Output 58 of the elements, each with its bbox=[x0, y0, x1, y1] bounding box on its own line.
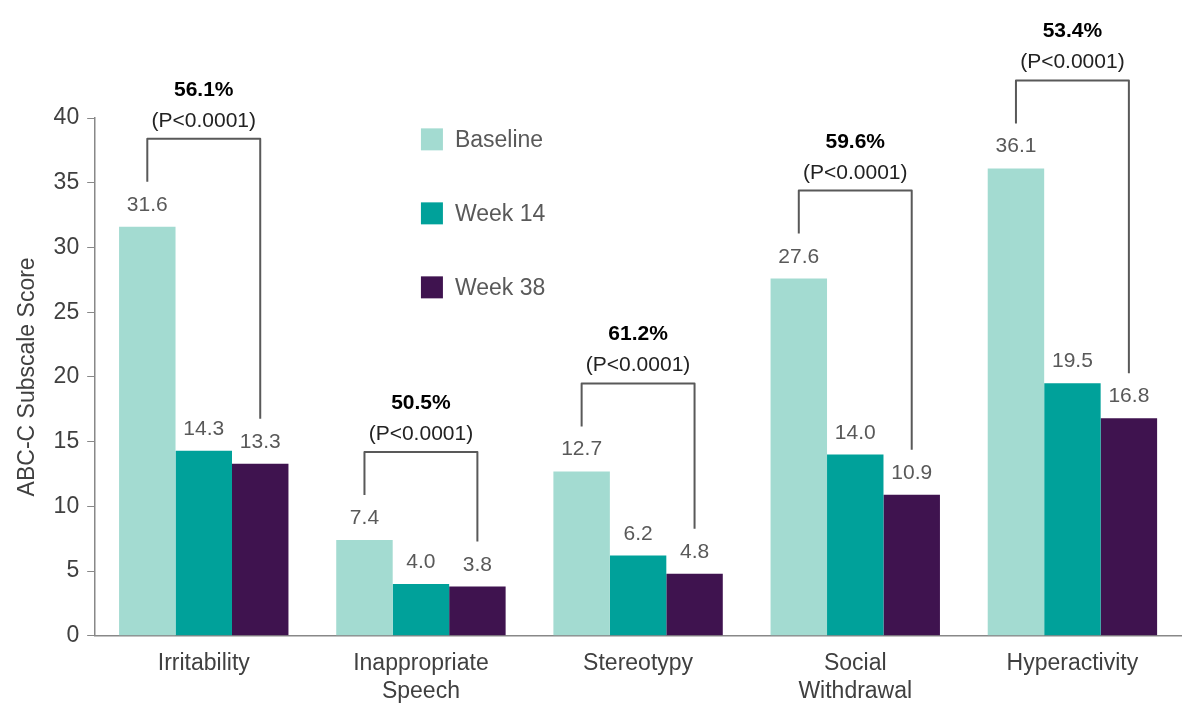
text: 3.8 bbox=[462, 551, 492, 575]
bar bbox=[392, 584, 450, 636]
y-tick-label: 35 bbox=[53, 168, 80, 195]
legend-label: Baseline bbox=[454, 125, 544, 152]
text: 12.7 bbox=[561, 436, 603, 460]
text: 7.4 bbox=[349, 505, 380, 529]
legend-label: Week 14 bbox=[454, 199, 546, 226]
annotation: (P<0.0001) bbox=[368, 421, 474, 445]
bar bbox=[175, 450, 232, 636]
legend-label: Week 38 bbox=[454, 273, 546, 300]
text: 56.1% bbox=[173, 76, 234, 100]
text: 6.2 bbox=[623, 520, 653, 544]
bar bbox=[609, 555, 667, 636]
bar bbox=[1100, 418, 1158, 636]
text: 53.4% bbox=[1042, 18, 1103, 42]
text: 31.6 bbox=[126, 191, 168, 215]
bar bbox=[119, 226, 176, 636]
annotation: 50.5% bbox=[391, 390, 452, 414]
text: 14.0 bbox=[834, 419, 876, 443]
bar bbox=[336, 540, 393, 636]
bar bbox=[449, 586, 506, 636]
y-axis-title: ABC-C Subscale Score bbox=[13, 257, 40, 497]
y-tick-label: 40 bbox=[53, 103, 80, 130]
x-tick-label: Irritability bbox=[157, 648, 251, 675]
text: 36.1 bbox=[995, 133, 1037, 157]
annotation: 61.2% bbox=[608, 321, 669, 345]
bar bbox=[232, 463, 289, 636]
y-tick-label: 15 bbox=[53, 426, 80, 453]
y-tick-label: 30 bbox=[53, 232, 80, 259]
y-tick-label: 10 bbox=[53, 491, 80, 518]
y-tick-label: 20 bbox=[53, 362, 80, 389]
annotation: (P<0.0001) bbox=[151, 107, 257, 131]
text: 14.3 bbox=[183, 415, 225, 439]
text: 19.5 bbox=[1051, 348, 1093, 372]
y-tick-label: 25 bbox=[53, 297, 80, 324]
y-tick-label: 5 bbox=[66, 556, 80, 583]
x-tick-label: Stereotypy bbox=[583, 648, 694, 675]
text: 10.9 bbox=[891, 459, 933, 483]
bar bbox=[666, 573, 723, 636]
y-tick-label: 0 bbox=[66, 621, 80, 648]
annotation: (P<0.0001) bbox=[803, 159, 908, 183]
text: 16.8 bbox=[1108, 383, 1150, 407]
bar bbox=[827, 454, 884, 636]
bar bbox=[987, 168, 1045, 636]
x-tick-label: Social Withdrawal bbox=[798, 648, 913, 703]
text: 27.6 bbox=[778, 243, 820, 267]
bar bbox=[883, 494, 940, 636]
bar bbox=[553, 471, 610, 636]
annotation: 59.6% bbox=[825, 128, 886, 152]
x-tick-label: Inappropriate Speech bbox=[353, 648, 489, 703]
text: (P<0.0001) bbox=[1020, 49, 1125, 73]
bar bbox=[1044, 383, 1101, 636]
bar bbox=[770, 278, 828, 636]
text: 4.8 bbox=[679, 538, 710, 562]
text: 13.3 bbox=[239, 428, 281, 452]
x-tick-label: Hyperactivity bbox=[1006, 648, 1139, 675]
annotation: (P<0.0001) bbox=[585, 352, 691, 376]
text: 4.0 bbox=[406, 549, 436, 573]
